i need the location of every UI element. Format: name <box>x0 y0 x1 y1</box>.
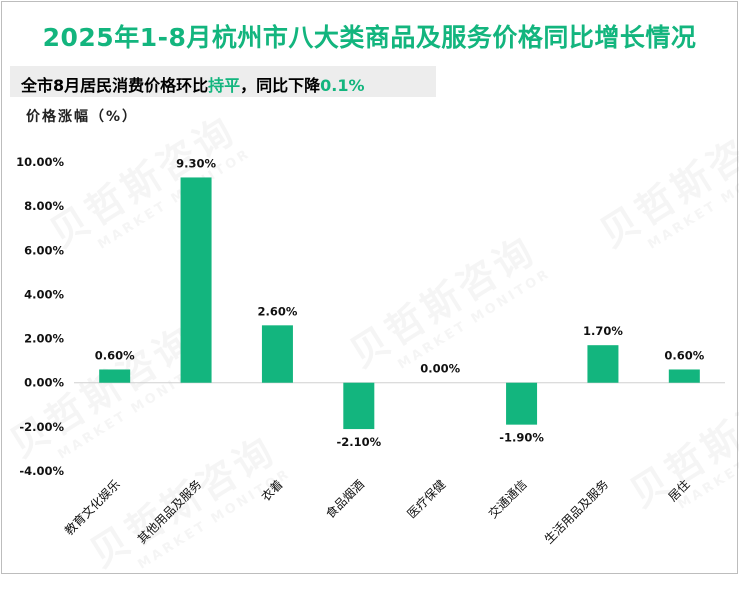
subtitle-highlight-flat: 持平 <box>208 76 241 95</box>
x-tick-label: 医疗保健 <box>404 477 448 521</box>
bar <box>668 369 700 383</box>
data-label: 0.00% <box>420 362 460 376</box>
y-tick-label: 6.00% <box>24 243 64 257</box>
subtitle-middle: ，同比下降 <box>240 76 321 95</box>
x-tick-label: 居住 <box>666 477 693 504</box>
y-tick-label: 2.00% <box>24 332 64 346</box>
y-axis-label: 价格涨幅（%） <box>26 109 139 125</box>
bar <box>587 345 619 383</box>
bar <box>99 369 131 383</box>
x-tick-label: 生活用品及服务 <box>541 477 611 547</box>
x-tick-label: 衣着 <box>258 477 286 505</box>
chart-title: 2025年1-8月杭州市八大类商品及服务价格同比增长情况 <box>42 23 697 52</box>
bar-chart: 10.00% 8.00% 6.00% 4.00% 2.00% 0.00% -2.00% -4.… <box>16 155 725 547</box>
data-label: 0.60% <box>664 348 704 362</box>
bar <box>261 325 293 383</box>
y-tick-label: 10.00% <box>16 155 64 169</box>
x-tick-label: 其他用品及服务 <box>134 477 204 547</box>
bar <box>180 177 212 383</box>
chart-subtitle: 全市8月居民消费价格环比持平，同比下降0.1% <box>21 72 365 96</box>
data-label: -2.10% <box>336 435 381 449</box>
subtitle-prefix: 全市8月居民消费价格环比 <box>21 76 209 95</box>
subtitle-highlight-rate: 0.1% <box>320 76 365 95</box>
y-tick-label: 8.00% <box>24 199 64 213</box>
x-tick-label: 食品烟酒 <box>322 477 367 522</box>
x-tick-label: 交通通信 <box>485 477 530 522</box>
data-label: 9.30% <box>176 156 216 170</box>
data-label: 2.60% <box>257 304 297 318</box>
bar <box>343 382 375 430</box>
data-label: 0.60% <box>95 348 135 362</box>
subtitle-box <box>10 66 436 97</box>
y-tick-label: -2.00% <box>19 420 64 434</box>
data-label: -1.90% <box>499 431 544 445</box>
y-tick-label: 0.00% <box>24 376 64 390</box>
bar <box>506 382 538 425</box>
y-tick-label: -4.00% <box>19 464 64 478</box>
x-tick-label: 教育文化娱乐 <box>61 477 123 539</box>
y-tick-label: 4.00% <box>24 287 64 301</box>
data-label: 1.70% <box>583 324 623 338</box>
